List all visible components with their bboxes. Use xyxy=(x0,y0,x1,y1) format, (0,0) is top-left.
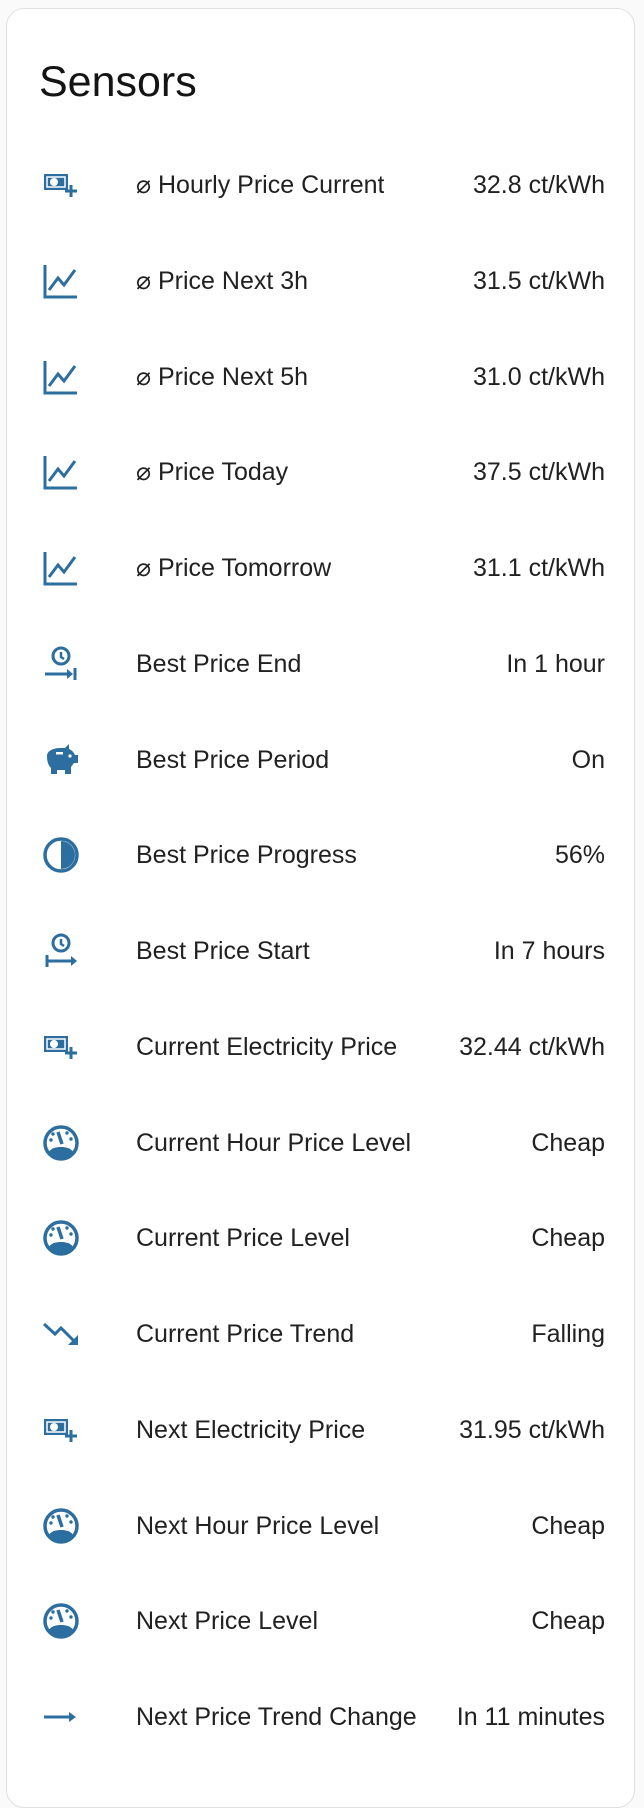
trending-down-icon xyxy=(41,1314,81,1354)
arrow-right-icon xyxy=(41,1697,81,1737)
sensor-value: 31.1 ct/kWh xyxy=(473,554,605,582)
sensor-row[interactable]: Current Hour Price Level Cheap xyxy=(7,1095,636,1191)
sensor-value: In 7 hours xyxy=(493,937,605,965)
gauge-icon xyxy=(41,1123,81,1163)
sensor-value: In 11 minutes xyxy=(456,1703,605,1731)
sensor-name: Best Price End xyxy=(136,649,302,678)
sensor-name: Best Price Period xyxy=(136,745,330,774)
sensor-value: 31.0 ct/kWh xyxy=(473,362,605,391)
sensor-row[interactable]: Next Hour Price Level Cheap xyxy=(7,1478,636,1574)
sensor-name: Current Hour Price Level xyxy=(136,1128,412,1157)
gauge-icon xyxy=(41,1218,81,1258)
sensor-name: Current Electricity Price xyxy=(136,1032,398,1061)
sensor-value: 32.44 ct/kWh xyxy=(459,1032,605,1061)
sensor-row[interactable]: ⌀ Price Today 37.5 ct/kWh xyxy=(7,424,636,520)
cash-plus-icon xyxy=(41,165,81,205)
sensor-row[interactable]: Next Price Trend Change In 11 minutes xyxy=(7,1669,636,1765)
sensor-value: In 1 hour xyxy=(506,649,605,678)
sensor-value: 37.5 ct/kWh xyxy=(473,458,605,487)
sensor-row[interactable]: ⌀ Price Next 5h 31.0 ct/kWh xyxy=(7,329,636,425)
sensor-name: Current Price Trend xyxy=(136,1320,355,1348)
sensor-name: ⌀ Price Tomorrow xyxy=(136,554,332,582)
card-title: Sensors xyxy=(39,58,197,106)
circle-half-icon xyxy=(41,835,81,875)
sensor-row[interactable]: Current Electricity Price 32.44 ct/kWh xyxy=(7,999,636,1095)
sensor-value: 31.5 ct/kWh xyxy=(473,266,605,295)
chart-line-icon xyxy=(41,261,81,301)
sensor-name: Next Electricity Price xyxy=(136,1415,366,1444)
sensor-name: ⌀ Price Today xyxy=(136,458,289,487)
sensor-value: Cheap xyxy=(531,1224,605,1253)
sensor-name: ⌀ Hourly Price Current xyxy=(136,171,385,199)
sensor-row[interactable]: Best Price Period On xyxy=(7,712,636,808)
sensor-name: Best Price Progress xyxy=(136,841,357,870)
gauge-icon xyxy=(41,1506,81,1546)
sensors-card: Sensors ⌀ Hourly Price Current 32.8 ct/k… xyxy=(6,8,635,1808)
gauge-icon xyxy=(41,1601,81,1641)
sensor-name: ⌀ Price Next 3h xyxy=(136,266,309,295)
sensor-value: 56% xyxy=(554,841,605,870)
sensor-row[interactable]: Best Price Start In 7 hours xyxy=(7,903,636,999)
sensor-name: Current Price Level xyxy=(136,1224,350,1253)
sensor-row[interactable]: Best Price End In 1 hour xyxy=(7,616,636,712)
clock-end-icon xyxy=(41,644,81,684)
sensor-value: On xyxy=(571,745,605,774)
sensor-value: 31.95 ct/kWh xyxy=(459,1415,605,1444)
sensor-name: Next Price Level xyxy=(136,1607,319,1636)
sensor-row[interactable]: Best Price Progress 56% xyxy=(7,807,636,903)
sensor-row[interactable]: Next Electricity Price 31.95 ct/kWh xyxy=(7,1382,636,1478)
cash-plus-icon xyxy=(41,1410,81,1450)
sensor-value: Cheap xyxy=(531,1607,605,1636)
sensor-value: Falling xyxy=(531,1320,605,1348)
sensor-value: 32.8 ct/kWh xyxy=(473,171,605,199)
sensor-row[interactable]: ⌀ Price Tomorrow 31.1 ct/kWh xyxy=(7,520,636,616)
sensor-name: Next Hour Price Level xyxy=(136,1511,380,1540)
cash-plus-icon xyxy=(41,1027,81,1067)
chart-line-icon xyxy=(41,548,81,588)
sensor-name: ⌀ Price Next 5h xyxy=(136,362,309,391)
clock-start-icon xyxy=(41,931,81,971)
sensor-row[interactable]: Current Price Level Cheap xyxy=(7,1190,636,1286)
sensor-value: Cheap xyxy=(531,1511,605,1540)
sensor-name: Best Price Start xyxy=(136,937,310,965)
sensor-name: Next Price Trend Change xyxy=(136,1703,417,1731)
chart-line-icon xyxy=(41,452,81,492)
sensor-row[interactable]: ⌀ Hourly Price Current 32.8 ct/kWh xyxy=(7,137,636,233)
sensor-row[interactable]: ⌀ Price Next 3h 31.5 ct/kWh xyxy=(7,233,636,329)
sensor-value: Cheap xyxy=(531,1128,605,1157)
sensor-row[interactable]: Next Price Level Cheap xyxy=(7,1573,636,1669)
sensor-row[interactable]: Current Price Trend Falling xyxy=(7,1286,636,1382)
piggy-bank-icon xyxy=(41,740,81,780)
chart-line-icon xyxy=(41,357,81,397)
